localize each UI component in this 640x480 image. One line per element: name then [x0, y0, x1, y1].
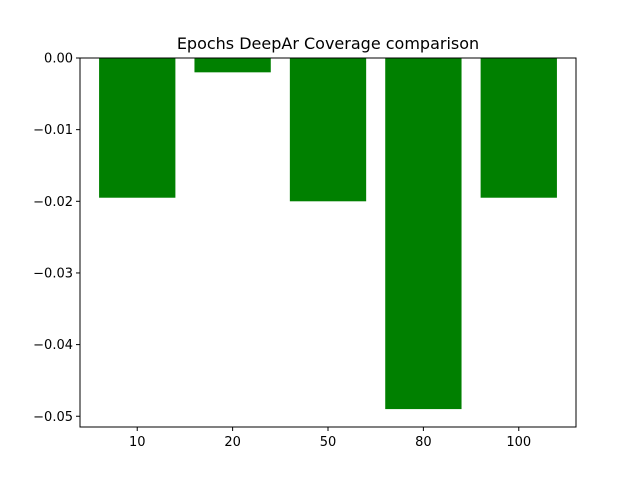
y-tick-label: −0.02 [33, 195, 73, 210]
x-tick-label: 80 [415, 435, 432, 450]
y-tick-label: −0.05 [33, 410, 73, 425]
bar-100 [480, 58, 557, 198]
bar-80 [385, 58, 462, 410]
bar-20 [194, 58, 271, 73]
y-tick-label: −0.01 [33, 123, 73, 138]
bars-layer [99, 58, 557, 410]
bar-10 [99, 58, 176, 198]
x-tick-label: 20 [224, 435, 241, 450]
x-tick-label: 50 [320, 435, 337, 450]
axes-layer: 0.00 −0.01 −0.02 −0.03 −0.04 −0.05 10 20 50 80 100 [33, 52, 577, 450]
x-tick-label: 100 [506, 435, 531, 450]
bar-50 [289, 58, 367, 202]
x-tick-label: 10 [129, 435, 146, 450]
chart-title: Epochs DeepAr Coverage comparison [177, 34, 479, 53]
y-tick-label: 0.00 [44, 52, 73, 67]
y-tick-label: −0.04 [33, 338, 73, 353]
y-tick-label: −0.03 [33, 266, 73, 281]
